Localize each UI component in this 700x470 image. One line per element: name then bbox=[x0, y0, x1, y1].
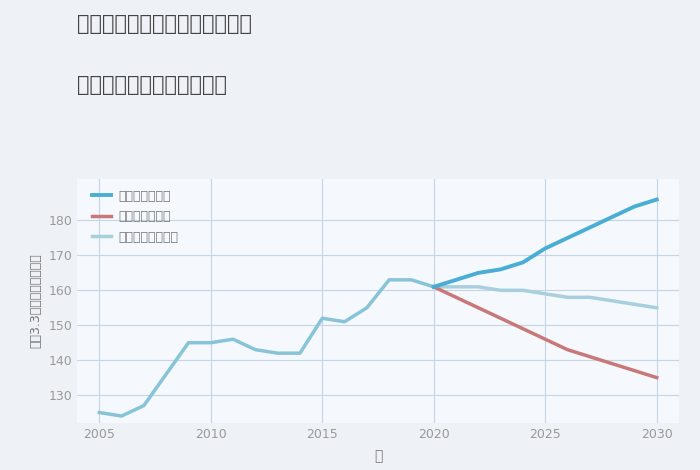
Line: ノーマルシナリオ: ノーマルシナリオ bbox=[434, 287, 657, 308]
バッドシナリオ bbox=[652, 375, 661, 380]
バッドシナリオ bbox=[586, 354, 594, 360]
バッドシナリオ bbox=[430, 284, 438, 290]
ノーマルシナリオ bbox=[608, 298, 616, 304]
ノーマルシナリオ bbox=[586, 295, 594, 300]
ノーマルシナリオ bbox=[496, 288, 505, 293]
グッドシナリオ bbox=[586, 225, 594, 230]
グッドシナリオ bbox=[608, 214, 616, 220]
グッドシナリオ bbox=[474, 270, 482, 276]
Line: グッドシナリオ: グッドシナリオ bbox=[434, 200, 657, 287]
Text: 神奈川県横浜市緑区西八朔町の: 神奈川県横浜市緑区西八朔町の bbox=[77, 14, 252, 34]
グッドシナリオ bbox=[452, 277, 460, 282]
Y-axis label: 坪（3.3㎡）単価（万円）: 坪（3.3㎡）単価（万円） bbox=[29, 253, 43, 348]
バッドシナリオ bbox=[608, 361, 616, 367]
グッドシナリオ bbox=[541, 246, 550, 251]
グッドシナリオ bbox=[430, 284, 438, 290]
バッドシナリオ bbox=[496, 315, 505, 321]
ノーマルシナリオ bbox=[474, 284, 482, 290]
ノーマルシナリオ bbox=[652, 305, 661, 311]
グッドシナリオ bbox=[496, 266, 505, 272]
Text: 中古マンションの価格推移: 中古マンションの価格推移 bbox=[77, 75, 227, 95]
ノーマルシナリオ bbox=[519, 288, 527, 293]
ノーマルシナリオ bbox=[564, 295, 572, 300]
グッドシナリオ bbox=[519, 259, 527, 265]
グッドシナリオ bbox=[564, 235, 572, 241]
ノーマルシナリオ bbox=[541, 291, 550, 297]
バッドシナリオ bbox=[541, 337, 550, 342]
Legend: グッドシナリオ, バッドシナリオ, ノーマルシナリオ: グッドシナリオ, バッドシナリオ, ノーマルシナリオ bbox=[90, 187, 181, 246]
バッドシナリオ bbox=[630, 368, 638, 374]
グッドシナリオ bbox=[652, 197, 661, 203]
バッドシナリオ bbox=[564, 347, 572, 352]
バッドシナリオ bbox=[519, 326, 527, 331]
バッドシナリオ bbox=[474, 305, 482, 311]
X-axis label: 年: 年 bbox=[374, 449, 382, 463]
ノーマルシナリオ bbox=[630, 301, 638, 307]
グッドシナリオ bbox=[630, 204, 638, 209]
Line: バッドシナリオ: バッドシナリオ bbox=[434, 287, 657, 377]
ノーマルシナリオ bbox=[430, 284, 438, 290]
バッドシナリオ bbox=[452, 295, 460, 300]
ノーマルシナリオ bbox=[452, 284, 460, 290]
